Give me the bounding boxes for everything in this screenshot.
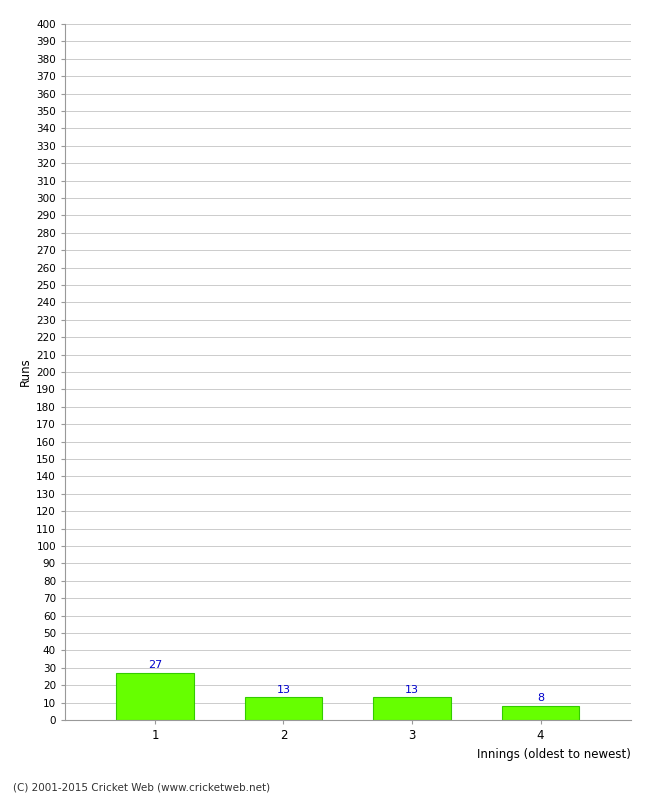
Text: (C) 2001-2015 Cricket Web (www.cricketweb.net): (C) 2001-2015 Cricket Web (www.cricketwe… bbox=[13, 782, 270, 792]
Bar bbox=[502, 706, 579, 720]
Bar bbox=[245, 698, 322, 720]
X-axis label: Innings (oldest to newest): Innings (oldest to newest) bbox=[476, 747, 630, 761]
Text: 27: 27 bbox=[148, 661, 162, 670]
Text: 13: 13 bbox=[276, 685, 291, 694]
Y-axis label: Runs: Runs bbox=[19, 358, 32, 386]
Bar bbox=[374, 698, 450, 720]
Text: 13: 13 bbox=[405, 685, 419, 694]
Bar bbox=[116, 673, 194, 720]
Text: 8: 8 bbox=[537, 694, 544, 703]
